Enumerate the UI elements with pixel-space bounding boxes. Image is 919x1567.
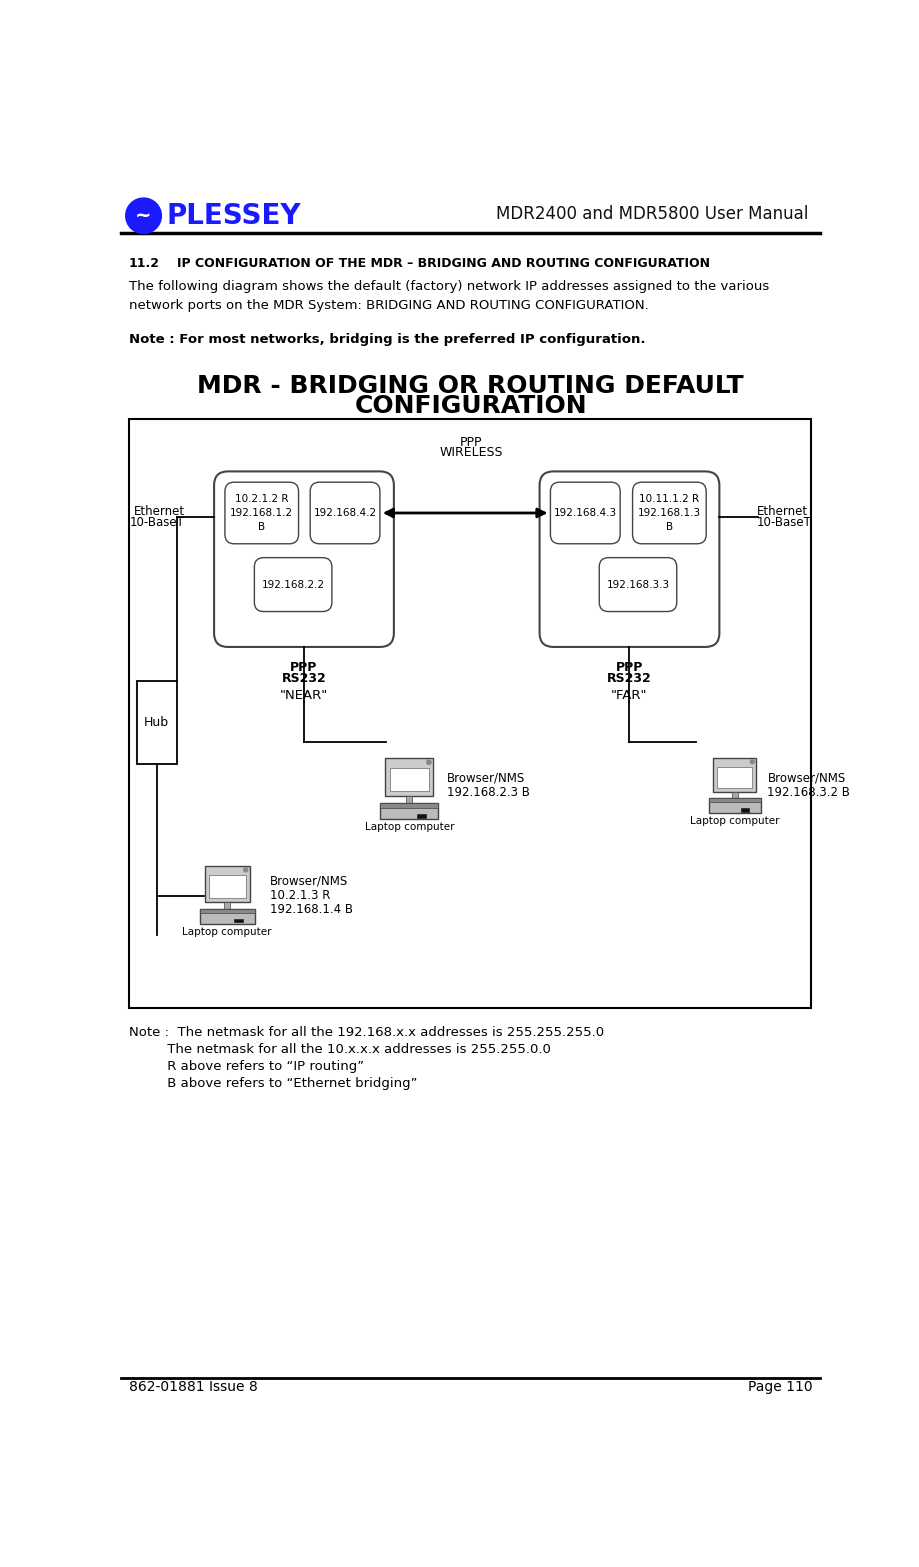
Text: 192.168.1.2: 192.168.1.2 [230,508,293,519]
Text: B: B [258,522,266,531]
FancyBboxPatch shape [214,472,394,647]
Text: Browser/NMS: Browser/NMS [767,771,845,785]
Text: "FAR": "FAR" [611,689,648,702]
Text: 10.2.1.3 R: 10.2.1.3 R [270,888,330,901]
Text: Ethernet: Ethernet [133,505,185,519]
Text: Laptop computer: Laptop computer [183,928,272,937]
Text: Ethernet: Ethernet [756,505,808,519]
Text: The netmask for all the 10.x.x.x addresses is 255.255.0.0: The netmask for all the 10.x.x.x address… [129,1042,550,1056]
Text: MDR - BRIDGING OR ROUTING DEFAULT: MDR - BRIDGING OR ROUTING DEFAULT [198,375,743,398]
Text: 192.168.2.3 B: 192.168.2.3 B [447,785,529,799]
Bar [406,796,413,804]
Circle shape [426,760,431,765]
Bar [199,909,255,912]
Bar [234,918,243,923]
Text: Hub: Hub [144,716,169,729]
Bar [205,865,250,901]
Bar [129,418,811,1008]
Bar [137,680,176,765]
FancyBboxPatch shape [311,483,380,544]
Text: CONFIGURATION: CONFIGURATION [355,395,587,418]
Text: RS232: RS232 [607,672,652,685]
Text: 862-01881 Issue 8: 862-01881 Issue 8 [129,1381,257,1395]
Text: Note :  The netmask for all the 192.168.x.x addresses is 255.255.255.0: Note : The netmask for all the 192.168.x… [129,1026,604,1039]
Circle shape [750,760,754,763]
Bar [713,758,756,791]
Bar [224,901,230,909]
Bar [390,768,429,791]
Text: 10.11.1.2 R: 10.11.1.2 R [640,494,699,505]
Text: "NEAR": "NEAR" [280,689,328,702]
Circle shape [244,868,248,871]
FancyBboxPatch shape [599,558,676,611]
Text: PLESSEY: PLESSEY [167,202,301,230]
Text: PPP: PPP [616,661,643,674]
Bar [380,804,438,807]
Bar [199,909,255,925]
Bar [732,791,738,799]
FancyBboxPatch shape [550,483,620,544]
Text: 192.168.4.2: 192.168.4.2 [313,508,377,519]
Text: Note : For most networks, bridging is the preferred IP configuration.: Note : For most networks, bridging is th… [129,332,645,346]
Bar [385,758,433,796]
FancyBboxPatch shape [255,558,332,611]
Bar [718,766,753,788]
Text: Page 110: Page 110 [748,1381,812,1395]
Text: 10.2.1.2 R: 10.2.1.2 R [235,494,289,505]
Text: B above refers to “Ethernet bridging”: B above refers to “Ethernet bridging” [129,1077,417,1089]
Bar [416,815,425,818]
Text: ~: ~ [135,207,152,226]
Text: The following diagram shows the default (factory) network IP addresses assigned : The following diagram shows the default … [129,280,769,312]
Bar [380,804,438,820]
Text: R above refers to “IP routing”: R above refers to “IP routing” [129,1059,364,1073]
Bar [742,809,749,812]
Text: Laptop computer: Laptop computer [365,823,454,832]
Text: 192.168.1.4 B: 192.168.1.4 B [270,903,353,915]
Text: WIRELESS: WIRELESS [439,447,503,459]
Circle shape [126,197,162,233]
Text: 192.168.2.2: 192.168.2.2 [262,580,324,589]
FancyBboxPatch shape [539,472,720,647]
Text: MDR2400 and MDR5800 User Manual: MDR2400 and MDR5800 User Manual [496,205,809,223]
Text: Browser/NMS: Browser/NMS [447,771,525,785]
FancyBboxPatch shape [632,483,706,544]
FancyBboxPatch shape [225,483,299,544]
Text: 192.168.3.2 B: 192.168.3.2 B [767,785,850,799]
Text: 192.168.4.3: 192.168.4.3 [554,508,617,519]
Text: 11.2: 11.2 [129,257,160,271]
Text: RS232: RS232 [281,672,326,685]
Bar [709,799,761,813]
Text: PPP: PPP [460,436,482,450]
Text: 10-BaseT: 10-BaseT [756,516,811,528]
Text: IP CONFIGURATION OF THE MDR – BRIDGING AND ROUTING CONFIGURATION: IP CONFIGURATION OF THE MDR – BRIDGING A… [176,257,709,271]
Text: 10-BaseT: 10-BaseT [130,516,185,528]
Text: 192.168.3.3: 192.168.3.3 [607,580,670,589]
Text: Browser/NMS: Browser/NMS [270,874,348,888]
Bar [209,876,245,898]
Text: Laptop computer: Laptop computer [690,816,779,826]
Text: PPP: PPP [290,661,318,674]
Text: 192.168.1.3: 192.168.1.3 [638,508,701,519]
Bar [709,799,761,802]
Text: B: B [666,522,673,531]
